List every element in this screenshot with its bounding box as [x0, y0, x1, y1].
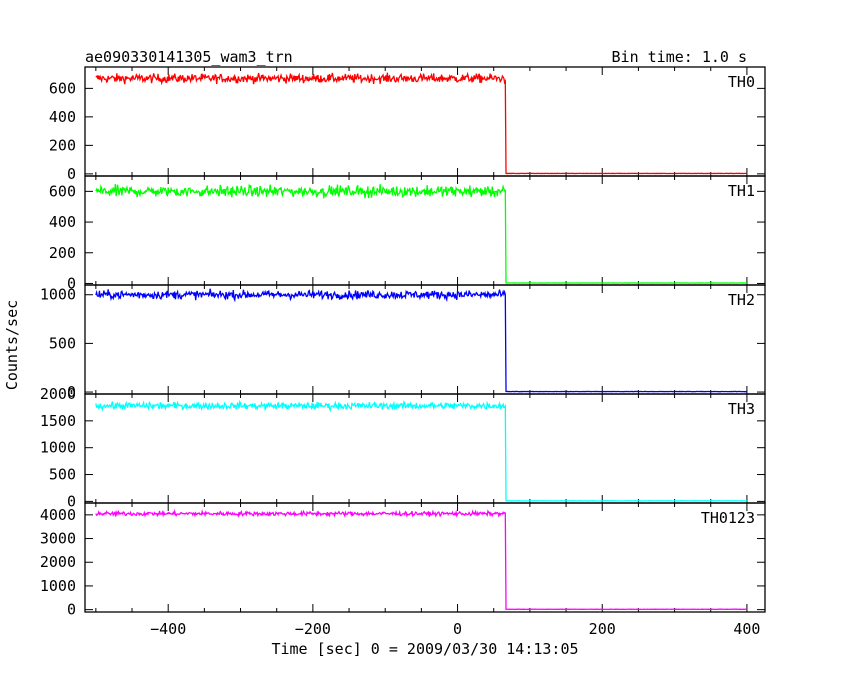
series-line-th1: [95, 183, 748, 284]
bin-time-label: Bin time: 1.0 s: [612, 48, 747, 66]
y-tick-label: 200: [49, 136, 76, 154]
y-tick-label: 0: [67, 274, 76, 292]
series-label: TH3: [728, 400, 755, 418]
y-tick-label: 2000: [40, 553, 76, 571]
x-axis-label: Time [sec] 0 = 2009/03/30 14:13:05: [271, 640, 578, 658]
y-tick-label: 0: [67, 601, 76, 619]
y-tick-label: 500: [49, 466, 76, 484]
y-tick-label: 200: [49, 244, 76, 262]
x-tick-label: 400: [733, 620, 760, 638]
x-tick-labels: −400 −200 0 200 400: [150, 620, 760, 638]
y-tick-label: 1000: [40, 286, 76, 304]
y-tick-label: 1000: [40, 577, 76, 595]
y-tick-label: 400: [49, 108, 76, 126]
series-line-th3: [95, 399, 748, 502]
series-label: TH0123: [701, 509, 755, 527]
y-tick-label: 0: [67, 492, 76, 510]
series-label: TH2: [728, 291, 755, 309]
x-tick-label: 200: [589, 620, 616, 638]
y-axis-label: Counts/sec: [3, 300, 21, 390]
series-line-th0: [95, 71, 747, 175]
y-tick-label: 400: [49, 213, 76, 231]
y-tick-label: 3000: [40, 530, 76, 548]
panel-th0: 0 200 400 600 TH0: [49, 66, 766, 183]
panel-th2: 0 500 1000 TH2: [40, 284, 766, 401]
y-tick-label: 600: [49, 79, 76, 97]
panel-th0123: 0 1000 2000 3000 4000 TH0123: [40, 502, 766, 619]
panel-frame: [84, 393, 766, 504]
chart-title: ae090330141305_wam3_trn: [85, 48, 293, 66]
series-line-th0123: [95, 508, 747, 611]
x-tick-label: 0: [453, 620, 462, 638]
x-tick-label: −200: [295, 620, 331, 638]
y-tick-label: 1500: [40, 412, 76, 430]
y-tick-label: 1000: [40, 439, 76, 457]
x-tick-label: −400: [150, 620, 186, 638]
y-tick-label: 0: [67, 383, 76, 401]
panel-th1: 0 200 400 600 TH1: [49, 175, 766, 292]
y-tick-label: 600: [49, 182, 76, 200]
series-line-th2: [95, 288, 748, 393]
panels: 0 200 400 600 TH0 0 200 400 600 TH1 0 500 1000 TH2 0 50…: [40, 66, 766, 638]
panel-frame: [84, 284, 766, 395]
panel-frame: [84, 66, 766, 177]
panel-th3: 0 500 1000 1500 2000 TH3: [40, 385, 766, 510]
y-tick-label: 500: [49, 334, 76, 352]
series-label: TH0: [728, 73, 755, 91]
y-tick-label: 0: [67, 165, 76, 183]
panel-frame: [84, 502, 766, 613]
y-tick-label: 4000: [40, 506, 76, 524]
y-tick-label: 2000: [40, 385, 76, 403]
series-label: TH1: [728, 182, 755, 200]
